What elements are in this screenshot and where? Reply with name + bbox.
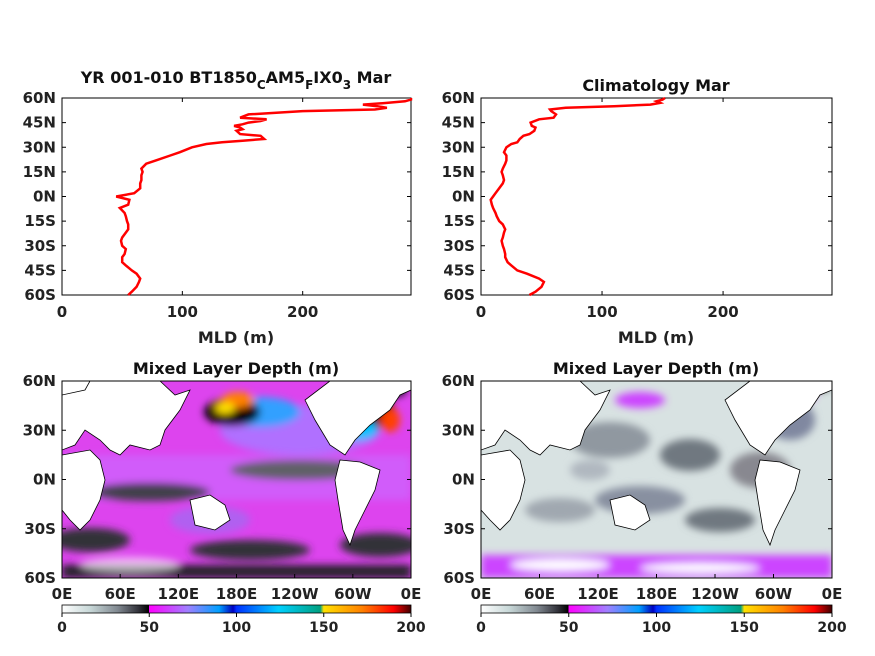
- colorbar-tick-label: 0: [476, 620, 486, 636]
- colorbar-left: 0 50 100 150 200: [57, 604, 426, 636]
- ytick-label: 30S: [24, 237, 56, 255]
- ytick-label: 45S: [443, 261, 475, 279]
- ytick-label: 15S: [443, 212, 475, 230]
- colorbar-tick-label: 200: [817, 620, 846, 636]
- ytick-label: 45N: [442, 114, 475, 132]
- mld-map-left: Mixed Layer Depth (m): [23, 359, 422, 603]
- map-field-left: [62, 381, 411, 578]
- xtick-label: 0: [57, 303, 67, 321]
- land-mask-left: [62, 381, 411, 547]
- colorbar-ramp-left: [61, 604, 412, 614]
- map-xtick-label: 120E: [577, 585, 619, 603]
- ytick-label: 30N: [442, 138, 475, 156]
- xtick-label: 100: [167, 303, 198, 321]
- colorbar-right: 0 50 100 150 200: [476, 604, 847, 636]
- map-ytick-label: 30N: [442, 421, 475, 439]
- mld-map-right: Mixed Layer Depth (m): [442, 359, 843, 603]
- map-ytick-label: 60N: [442, 372, 475, 390]
- map-ytick-label: 30S: [24, 520, 56, 538]
- map-ytick-label: 30S: [443, 520, 475, 538]
- map-xtick-label: 60W: [334, 585, 372, 603]
- profile-line-left: [115, 98, 413, 296]
- ytick-label: 0N: [452, 188, 475, 206]
- profile-line-right: [489, 96, 666, 297]
- colorbar-tick-label: 0: [57, 620, 67, 636]
- map-title-right: Mixed Layer Depth (m): [553, 359, 759, 378]
- ytick-label: 60N: [442, 89, 475, 107]
- map-ytick-label: 60S: [24, 569, 56, 587]
- ytick-label: 0N: [33, 188, 56, 206]
- profile-xlabel-right: MLD (m): [618, 328, 694, 347]
- xtick-label: 200: [707, 303, 738, 321]
- colorbar-ramp-right: [480, 604, 833, 614]
- map-xtick-label: 120E: [158, 585, 200, 603]
- xtick-label: 100: [586, 303, 617, 321]
- map-ytick-label: 0N: [33, 471, 56, 489]
- map-xtick-label: 120W: [271, 585, 319, 603]
- map-xtick-label: 0E: [822, 585, 843, 603]
- map-xtick-label: 0E: [471, 585, 492, 603]
- ytick-label: 15N: [442, 163, 475, 181]
- map-ytick-label: 60S: [443, 569, 475, 587]
- profile-panel-left: YR 001-010 BT1850CAM5FIX03 Mar 60N 45N 30N…: [23, 68, 413, 347]
- colorbar-tick-label: 100: [642, 620, 671, 636]
- map-xtick-label: 180E: [216, 585, 258, 603]
- ytick-label: 45S: [24, 261, 56, 279]
- map-xtick-label: 120W: [691, 585, 739, 603]
- xtick-label: 200: [287, 303, 318, 321]
- ytick-label: 30S: [443, 237, 475, 255]
- map-xtick-label: 60W: [755, 585, 793, 603]
- colorbar-tick-label: 100: [222, 620, 251, 636]
- xtick-label: 0: [476, 303, 486, 321]
- map-xtick-label: 60E: [524, 585, 555, 603]
- colorbar-tick-label: 50: [140, 620, 160, 636]
- colorbar-tick-label: 150: [309, 620, 338, 636]
- map-field-right: [481, 381, 832, 578]
- map-ytick-label: 0N: [452, 471, 475, 489]
- ytick-label: 15S: [24, 212, 56, 230]
- map-xtick-label: 60E: [105, 585, 136, 603]
- ytick-label: 60S: [443, 286, 475, 304]
- map-ytick-label: 60N: [23, 372, 56, 390]
- map-xtick-label: 0E: [401, 585, 422, 603]
- land-mask-right: [481, 381, 832, 547]
- colorbar-tick-label: 150: [730, 620, 759, 636]
- map-ytick-label: 30N: [23, 421, 56, 439]
- ytick-label: 30N: [23, 138, 56, 156]
- profile-panel-right: Climatology Mar 60N 45N 30N 15N 0N 15S 30S 45S 6…: [442, 76, 833, 347]
- map-xtick-label: 180E: [636, 585, 678, 603]
- colorbar-tick-label: 200: [396, 620, 425, 636]
- ytick-label: 60N: [23, 89, 56, 107]
- ytick-label: 15N: [23, 163, 56, 181]
- profile-title-left: YR 001-010 BT1850CAM5FIX03 Mar: [80, 68, 392, 92]
- map-xtick-label: 0E: [52, 585, 73, 603]
- colorbar-tick-label: 50: [559, 620, 579, 636]
- ytick-label: 45N: [23, 114, 56, 132]
- profile-xlabel-left: MLD (m): [198, 328, 274, 347]
- profile-title-right: Climatology Mar: [582, 76, 729, 95]
- map-title-left: Mixed Layer Depth (m): [133, 359, 339, 378]
- ytick-label: 60S: [24, 286, 56, 304]
